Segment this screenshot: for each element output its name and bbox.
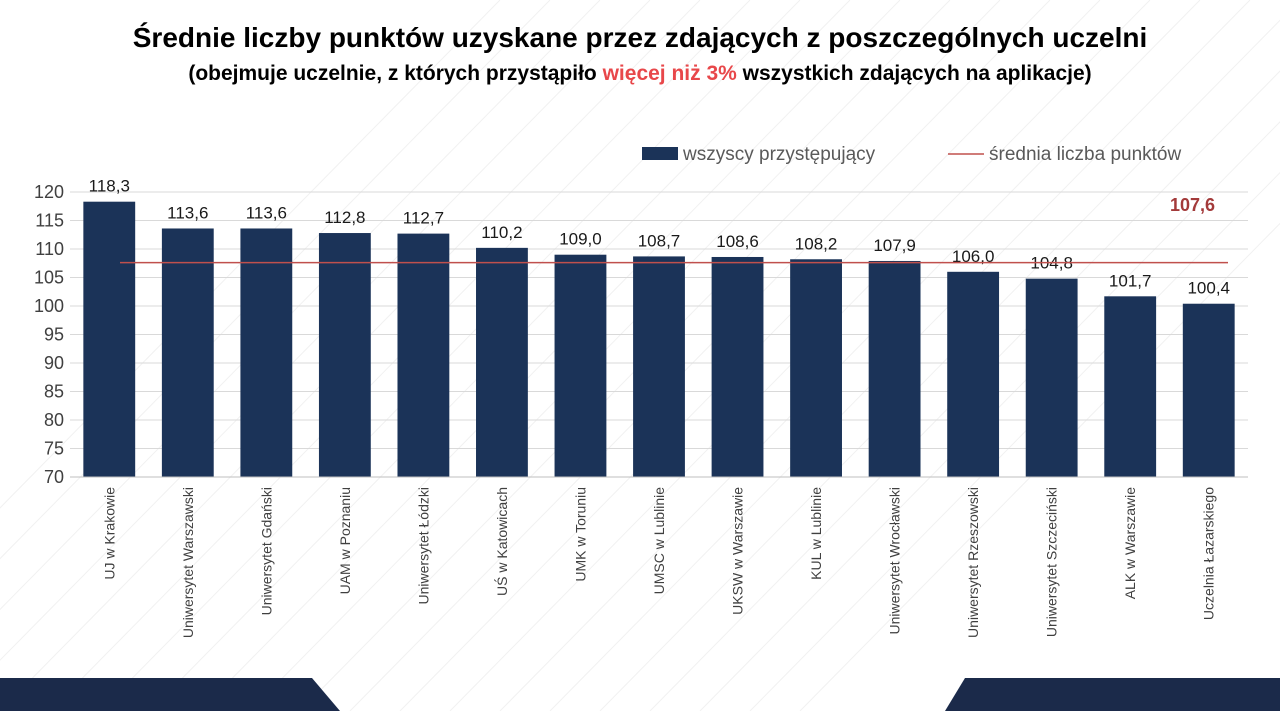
bar-value-label: 108,7 (638, 231, 681, 250)
bar (1182, 303, 1235, 477)
bar-value-label: 101,7 (1109, 271, 1152, 290)
bar-value-label: 112,7 (403, 209, 444, 228)
y-tick-label: 100 (34, 296, 64, 316)
bar (83, 201, 136, 477)
bar-value-label: 110,2 (481, 223, 522, 242)
bar-value-label: 108,2 (795, 234, 838, 253)
chart-subtitle: (obejmuje uczelnie, z których przystąpił… (0, 62, 1280, 86)
x-category-label: UAM w Poznaniu (337, 487, 353, 594)
bar-value-label: 109,0 (559, 230, 602, 249)
x-category-label: UJ w Krakowie (101, 487, 117, 580)
bar (240, 228, 293, 477)
y-tick-label: 105 (34, 268, 64, 288)
bar (476, 247, 528, 477)
y-tick-label: 115 (35, 211, 64, 231)
y-tick-label: 85 (44, 382, 64, 402)
bar (554, 254, 607, 477)
y-tick-label: 120 (34, 182, 64, 202)
bar (868, 260, 921, 477)
x-category-label: KUL w Lublinie (808, 487, 824, 580)
subtitle-before: (obejmuje uczelnie, z których przystąpił… (188, 62, 603, 85)
bar-value-label: 118,3 (89, 177, 130, 196)
x-category-label: Uniwersytet Szczeciński (1044, 487, 1060, 637)
x-category-label: Uniwersytet Łódzki (415, 487, 431, 605)
bar-value-label: 106,0 (952, 247, 995, 266)
y-tick-label: 95 (44, 325, 64, 345)
bar (397, 233, 450, 477)
bar-value-label: 113,6 (246, 203, 287, 222)
bar (318, 233, 371, 477)
x-category-label: UKSW w Warszawie (730, 487, 746, 615)
y-tick-label: 70 (44, 467, 64, 487)
x-category-label: Uniwersytet Wrocławski (887, 487, 903, 635)
bar-value-label: 100,4 (1187, 279, 1230, 298)
bar (1104, 296, 1157, 477)
bar (1025, 278, 1078, 477)
subtitle-after: wszystkich zdających na aplikacje) (736, 62, 1092, 85)
legend-bar-label: wszyscy przystępujący (682, 144, 876, 165)
bar-value-label: 108,6 (716, 232, 759, 251)
average-value-label: 107,6 (1170, 195, 1215, 215)
x-category-label: UMK w Toruniu (572, 487, 588, 582)
legend-bar-swatch (642, 147, 678, 160)
bar (633, 256, 685, 477)
x-category-label: Uniwersytet Rzeszowski (965, 487, 981, 638)
bar (790, 259, 842, 477)
y-tick-label: 90 (44, 353, 64, 373)
x-category-label: Uczelnia Łazarskiego (1201, 487, 1217, 620)
y-tick-label: 75 (44, 439, 64, 459)
bar-value-label: 107,9 (873, 236, 916, 255)
y-tick-label: 80 (44, 410, 64, 430)
subtitle-highlight: więcej niż 3% (602, 62, 737, 85)
footer-decoration (0, 678, 1280, 711)
legend-line-label: średnia liczba punktów (989, 144, 1181, 165)
x-category-label: Uniwersytet Warszawski (180, 487, 196, 638)
bar (947, 271, 1000, 477)
x-category-label: ALK w Warszawie (1122, 487, 1138, 600)
x-category-label: UMSC w Lublinie (651, 487, 667, 595)
bar (161, 228, 214, 477)
x-category-label: Uniwersytet Gdański (258, 487, 274, 615)
bar (711, 256, 764, 477)
bar-value-label: 112,8 (324, 208, 365, 227)
y-tick-label: 110 (35, 239, 64, 259)
chart-title: Średnie liczby punktów uzyskane przez zd… (132, 22, 1148, 53)
bar-value-label: 113,6 (167, 203, 208, 222)
x-category-label: UŚ w Katowicach (493, 487, 510, 596)
